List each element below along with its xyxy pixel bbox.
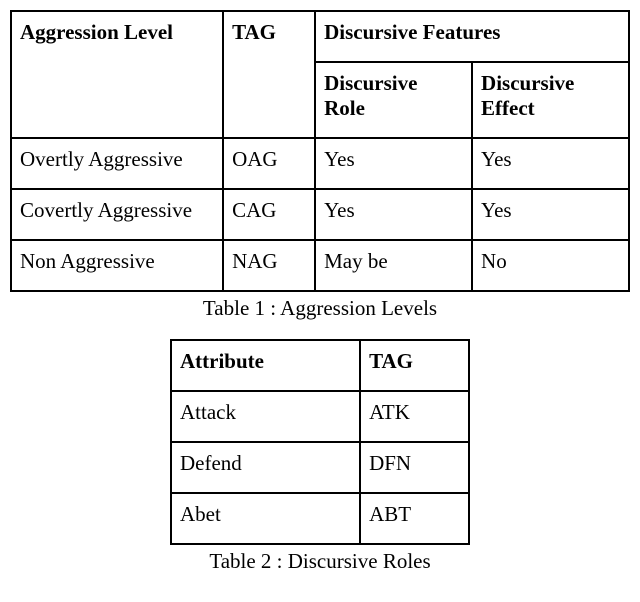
cell-role: Yes (315, 138, 472, 189)
table-row: Overtly Aggressive OAG Yes Yes (11, 138, 629, 189)
header-discursive-effect: Discursive Effect (472, 62, 629, 138)
header-discursive-features: Discursive Features (315, 11, 629, 62)
cell-level: Covertly Aggressive (11, 189, 223, 240)
header-aggression-level: Aggression Level (11, 11, 223, 138)
cell-role: May be (315, 240, 472, 291)
cell-attribute: Abet (171, 493, 360, 544)
cell-role: Yes (315, 189, 472, 240)
cell-attribute: Defend (171, 442, 360, 493)
aggression-levels-table: Aggression Level TAG Discursive Features… (10, 10, 630, 292)
cell-tag: ABT (360, 493, 469, 544)
table-row: Attack ATK (171, 391, 469, 442)
header-tag: TAG (360, 340, 469, 391)
cell-tag: CAG (223, 189, 315, 240)
cell-tag: OAG (223, 138, 315, 189)
discursive-roles-table: Attribute TAG Attack ATK Defend DFN Abet… (170, 339, 470, 545)
cell-level: Overtly Aggressive (11, 138, 223, 189)
table-row: Abet ABT (171, 493, 469, 544)
cell-effect: Yes (472, 189, 629, 240)
table1-caption: Table 1 : Aggression Levels (10, 296, 630, 321)
header-discursive-role: Discursive Role (315, 62, 472, 138)
table2-caption: Table 2 : Discursive Roles (10, 549, 630, 574)
cell-tag: ATK (360, 391, 469, 442)
header-attribute: Attribute (171, 340, 360, 391)
cell-tag: DFN (360, 442, 469, 493)
table-row: Covertly Aggressive CAG Yes Yes (11, 189, 629, 240)
cell-effect: No (472, 240, 629, 291)
table-row: Defend DFN (171, 442, 469, 493)
cell-level: Non Aggressive (11, 240, 223, 291)
cell-attribute: Attack (171, 391, 360, 442)
cell-effect: Yes (472, 138, 629, 189)
header-tag: TAG (223, 11, 315, 138)
cell-tag: NAG (223, 240, 315, 291)
table-row: Non Aggressive NAG May be No (11, 240, 629, 291)
